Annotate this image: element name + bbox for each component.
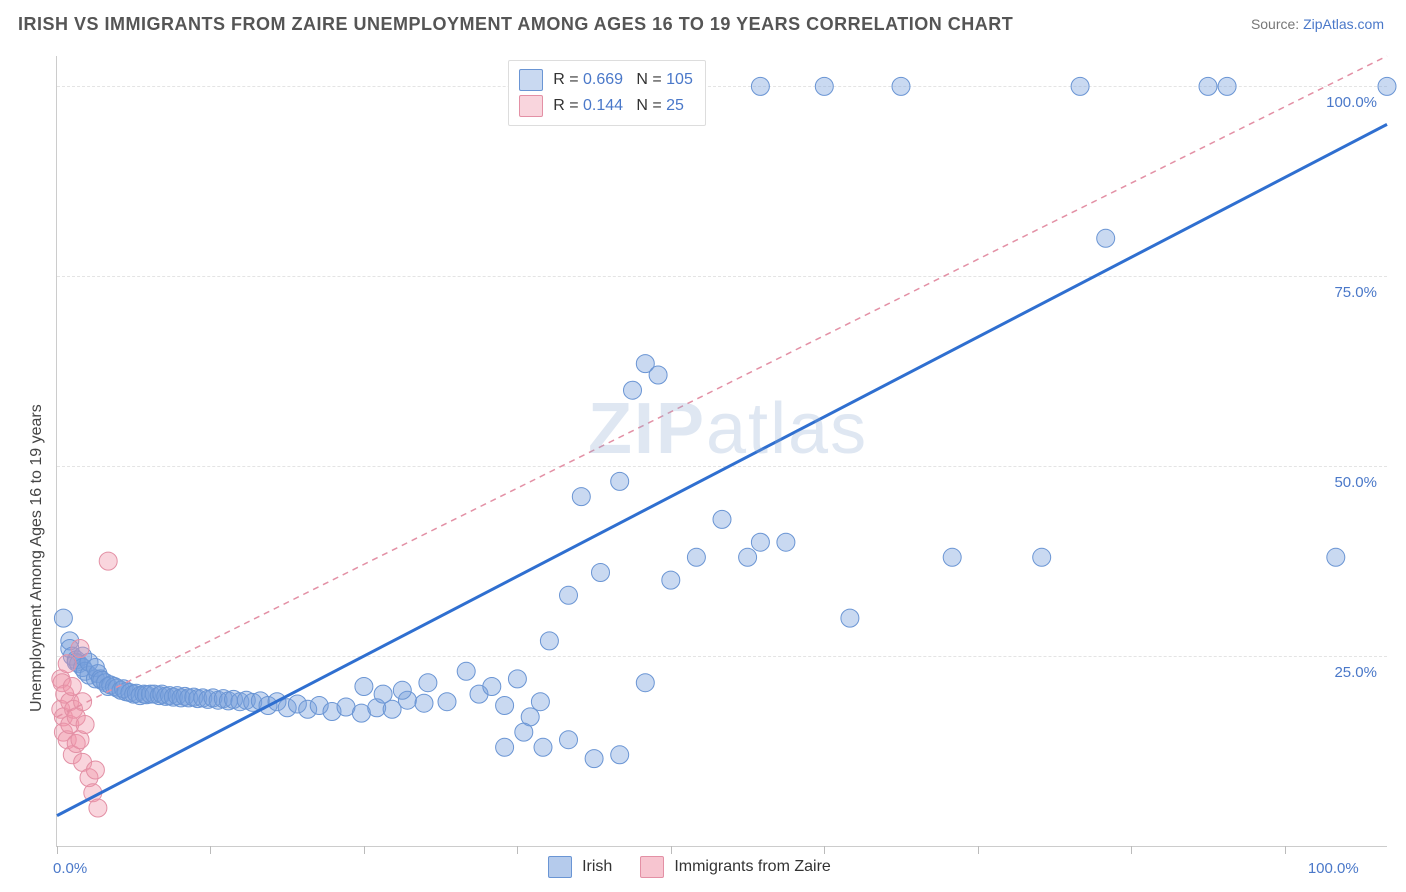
- data-point: [1199, 77, 1217, 95]
- legend-stat-text: R = 0.669 N = 105: [553, 71, 693, 89]
- data-point: [496, 738, 514, 756]
- chart-title: IRISH VS IMMIGRANTS FROM ZAIRE UNEMPLOYM…: [18, 14, 1013, 35]
- legend-row: R = 0.669 N = 105: [519, 67, 693, 93]
- data-point: [89, 799, 107, 817]
- data-point: [592, 564, 610, 582]
- data-point: [76, 716, 94, 734]
- data-point: [943, 548, 961, 566]
- data-point: [892, 77, 910, 95]
- data-point: [572, 488, 590, 506]
- trend-line: [57, 56, 1387, 717]
- data-point: [393, 681, 411, 699]
- data-point: [585, 750, 603, 768]
- x-tick-label: 0.0%: [53, 860, 87, 877]
- data-point: [496, 697, 514, 715]
- data-point: [751, 533, 769, 551]
- x-tick-mark: [1285, 846, 1286, 854]
- x-tick-label: 100.0%: [1308, 860, 1359, 877]
- data-point: [71, 640, 89, 658]
- legend-series-label: Immigrants from Zaire: [674, 858, 830, 876]
- data-point: [508, 670, 526, 688]
- data-point: [63, 678, 81, 696]
- legend-swatch: [548, 856, 572, 878]
- data-point: [457, 662, 475, 680]
- scatter-svg: [57, 56, 1387, 846]
- x-tick-mark: [671, 846, 672, 854]
- data-point: [611, 472, 629, 490]
- data-point: [531, 693, 549, 711]
- data-point: [1033, 548, 1051, 566]
- data-point: [560, 586, 578, 604]
- legend-swatch: [519, 69, 543, 91]
- data-point: [611, 746, 629, 764]
- data-point: [1097, 229, 1115, 247]
- trend-line: [57, 124, 1387, 815]
- correlation-legend-box: R = 0.669 N = 105 R = 0.144 N = 25: [508, 60, 706, 126]
- data-point: [751, 77, 769, 95]
- data-point: [415, 694, 433, 712]
- x-tick-mark: [1131, 846, 1132, 854]
- legend-series-label: Irish: [582, 858, 612, 876]
- data-point: [841, 609, 859, 627]
- x-tick-mark: [824, 846, 825, 854]
- data-point: [86, 761, 104, 779]
- legend-swatch: [519, 95, 543, 117]
- legend-stat-text: R = 0.144 N = 25: [553, 97, 684, 115]
- data-point: [636, 674, 654, 692]
- data-point: [687, 548, 705, 566]
- x-tick-mark: [364, 846, 365, 854]
- scatter-plot: 25.0%50.0%75.0%100.0%0.0%100.0%: [56, 56, 1387, 847]
- data-point: [419, 674, 437, 692]
- legend-row: R = 0.144 N = 25: [519, 93, 693, 119]
- source-link[interactable]: ZipAtlas.com: [1303, 16, 1384, 32]
- data-point: [99, 552, 117, 570]
- data-point: [560, 731, 578, 749]
- x-tick-mark: [210, 846, 211, 854]
- y-axis-label: Unemployment Among Ages 16 to 19 years: [28, 404, 46, 712]
- data-point: [624, 381, 642, 399]
- data-point: [438, 693, 456, 711]
- data-point: [739, 548, 757, 566]
- data-point: [540, 632, 558, 650]
- data-point: [515, 723, 533, 741]
- data-point: [374, 685, 392, 703]
- data-point: [483, 678, 501, 696]
- x-tick-mark: [57, 846, 58, 854]
- source-attribution: Source: ZipAtlas.com: [1251, 16, 1384, 32]
- data-point: [54, 609, 72, 627]
- data-point: [1071, 77, 1089, 95]
- data-point: [815, 77, 833, 95]
- data-point: [58, 655, 76, 673]
- x-tick-mark: [978, 846, 979, 854]
- data-point: [662, 571, 680, 589]
- data-point: [777, 533, 795, 551]
- series-legend: Irish Immigrants from Zaire: [548, 856, 849, 878]
- x-tick-mark: [517, 846, 518, 854]
- data-point: [1218, 77, 1236, 95]
- source-label: Source:: [1251, 16, 1303, 32]
- data-point: [1327, 548, 1345, 566]
- legend-swatch: [640, 856, 664, 878]
- data-point: [1378, 77, 1396, 95]
- data-point: [649, 366, 667, 384]
- data-point: [713, 510, 731, 528]
- data-point: [355, 678, 373, 696]
- data-point: [534, 738, 552, 756]
